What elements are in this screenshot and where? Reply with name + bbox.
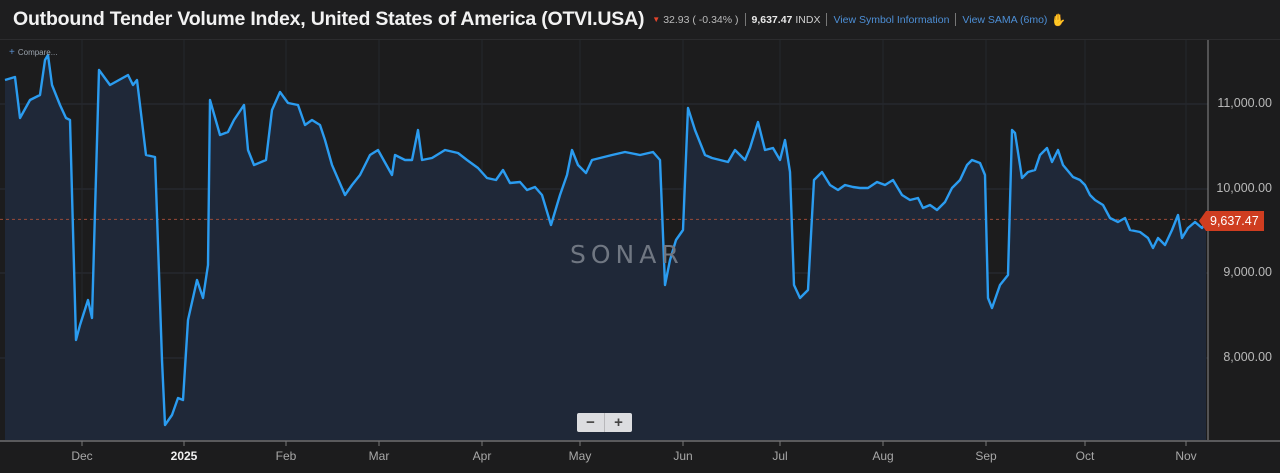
- series-line: [4, 53, 1208, 427]
- sonar-watermark: SONAR: [570, 240, 684, 269]
- x-axis-label: Apr: [472, 449, 492, 463]
- zoom-control: − +: [577, 413, 632, 432]
- compare-label: Compare...: [17, 48, 58, 57]
- divider: [955, 13, 957, 26]
- x-axis-label: Mar: [368, 449, 390, 463]
- plus-icon: +: [9, 47, 15, 58]
- area-fill: [5, 55, 1206, 440]
- y-axis-label: 9,000.00: [1223, 265, 1272, 279]
- price-change: 32.93 ( -0.34% ): [663, 13, 739, 26]
- chart-title: Outbound Tender Volume Index, United Sta…: [13, 8, 645, 30]
- down-arrow-icon: ▼: [652, 15, 661, 24]
- x-axis-label: Oct: [1075, 449, 1095, 463]
- x-axis-label: 2025: [170, 449, 198, 463]
- chart-header: Outbound Tender Volume Index, United Sta…: [0, 0, 1280, 40]
- last-price-tag: 9,637.47: [1199, 211, 1264, 231]
- x-axis-label: Dec: [71, 449, 93, 463]
- line-chart[interactable]: [0, 40, 1280, 473]
- divider: [744, 13, 746, 26]
- unit-label: INDX: [795, 13, 821, 26]
- y-axis-label: 10,000.00: [1216, 181, 1272, 195]
- x-axis-label: Sep: [975, 449, 997, 463]
- divider: [826, 13, 828, 26]
- zoom-out-button[interactable]: −: [577, 413, 605, 432]
- quote-summary: ▼ 32.93 ( -0.34% ) 9,637.47 INDX View Sy…: [652, 13, 1066, 27]
- x-axis-label: Jul: [772, 449, 788, 463]
- y-axis-label: 11,000.00: [1217, 96, 1272, 110]
- last-value: 9,637.47: [751, 13, 793, 26]
- zoom-in-button[interactable]: +: [614, 414, 623, 431]
- y-axis-label: 8,000.00: [1223, 350, 1272, 364]
- x-axis-label: Jun: [673, 449, 693, 463]
- view-sama-link[interactable]: View SAMA (6mo): [962, 13, 1048, 26]
- x-axis-label: Feb: [275, 449, 297, 463]
- view-symbol-info-link[interactable]: View Symbol Information: [833, 13, 950, 26]
- x-axis-ticks: [81, 441, 1187, 446]
- compare-button[interactable]: + Compare...: [9, 47, 57, 58]
- x-axis-label: Nov: [1175, 449, 1197, 463]
- sama-hand-icon[interactable]: ✋: [1051, 12, 1067, 27]
- x-axis-label: May: [568, 449, 592, 463]
- x-axis-label: Aug: [872, 449, 894, 463]
